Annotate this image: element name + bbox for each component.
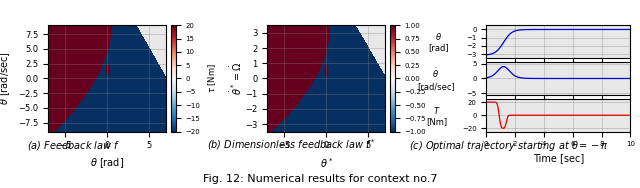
Text: (a) Feedback law $f$: (a) Feedback law $f$ <box>27 139 120 152</box>
Y-axis label: $\theta$
[rad]: $\theta$ [rad] <box>428 31 449 52</box>
X-axis label: $\theta^*$: $\theta^*$ <box>319 156 333 170</box>
Text: (b) Dimensionless feedback law $f^*$: (b) Dimensionless feedback law $f^*$ <box>207 137 376 152</box>
Text: (c) Optimal trajectory starting at $\theta = -\pi$: (c) Optimal trajectory starting at $\the… <box>409 139 609 152</box>
Y-axis label: $\dot{\theta}$
[rad/sec]: $\dot{\theta}$ [rad/sec] <box>417 66 454 91</box>
X-axis label: Time [sec]: Time [sec] <box>532 153 584 163</box>
Text: Fig. 12: Numerical results for context no.7: Fig. 12: Numerical results for context n… <box>203 174 437 184</box>
Y-axis label: $\tau$ [Nm]: $\tau$ [Nm] <box>206 64 218 93</box>
Y-axis label: $\dot{\theta}$ [rad/sec]: $\dot{\theta}$ [rad/sec] <box>0 52 12 105</box>
X-axis label: $\theta$ [rad]: $\theta$ [rad] <box>90 156 124 170</box>
Y-axis label: $\dot{\theta}^* = \dot{\Omega}$: $\dot{\theta}^* = \dot{\Omega}$ <box>228 62 244 95</box>
Y-axis label: $T$
[Nm]: $T$ [Nm] <box>426 105 447 126</box>
